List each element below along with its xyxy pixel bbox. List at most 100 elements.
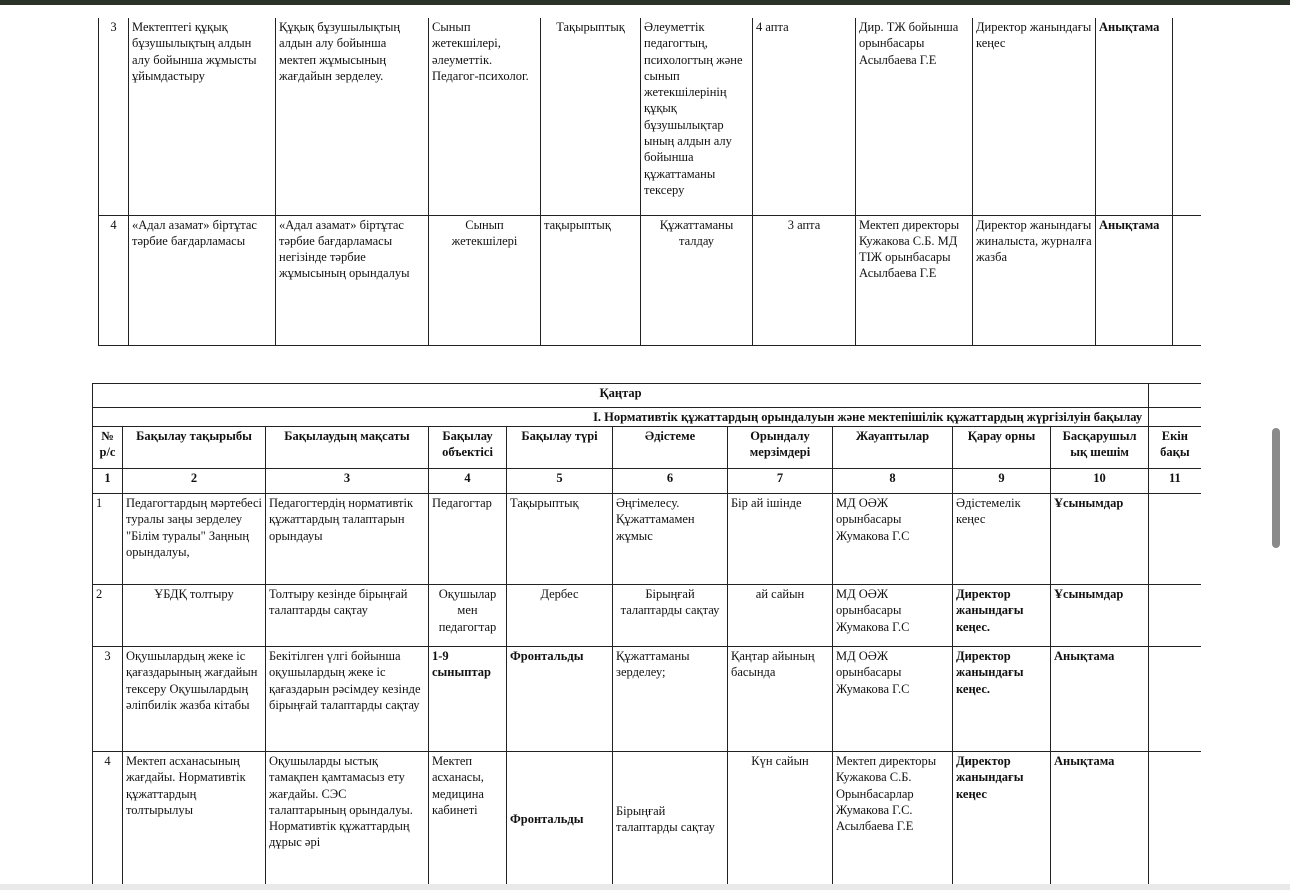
control-type: Тақырыптық [506,493,613,585]
page-edge [0,884,1290,890]
row-number: 3 [98,18,129,216]
column-number: 3 [265,468,429,494]
control-object: Мектеп асханасы, медицина кабинеті [428,751,507,887]
top-band [0,0,1290,5]
column-number: 4 [428,468,507,494]
table-row: 4 «Адал азамат» біртұтас тәрбие бағдарла… [98,214,1201,346]
control-object: Сынып жетекшілері [428,214,541,346]
responsible: МД ОӘЖ орынбасары Жумакова Г.С [832,646,953,752]
control-term: ай сайын [727,584,833,647]
header-topic: Бақылау тақырыбы [122,426,266,469]
control-object: Педагогтар [428,493,507,585]
responsible: МД ОӘЖ орынбасары Жумакова Г.С [832,584,953,647]
review-place: Әдістемелік кеңес [952,493,1051,585]
control-goal: Толтыру кезінде бірыңғай талаптарды сақт… [265,584,429,647]
responsible: Дир. ТЖ бойынша орынбасары Асылбаева Г.Е [855,18,973,216]
decision: Ұсынымдар [1049,493,1150,585]
review-place: Директор жанындағы кеңес. [952,646,1051,752]
row-number: 1 [92,493,123,585]
review-place: Директор жанындағы кеңес [952,751,1051,887]
control-type: Фронтальды [506,646,613,752]
extra-cell [1148,493,1201,585]
january-control-table: Қаңтар І. Нормативтік құжаттардың орында… [91,383,1201,887]
decision: Ұсынымдар [1049,584,1150,647]
row-number: 4 [98,214,129,346]
control-term: Бір ай ішінде [727,493,833,585]
control-topic: Педагогтардың мәртебесі туралы заңы зерд… [122,493,266,585]
control-type: тақырыптық [540,214,641,346]
extra-cell [1148,584,1201,647]
responsible: МД ОӘЖ орынбасары Жумакова Г.С [832,493,953,585]
review-place: Директор жанындағы кеңес. [952,584,1051,647]
section-heading: І. Нормативтік құжаттардың орындалуын жә… [91,407,1150,427]
control-method: Құжаттаманы зерделеу; [612,646,728,752]
row-number: 2 [92,584,123,647]
header-goal: Бақылаудың мақсаты [265,426,429,469]
control-goal: Бекітілген үлгі бойынша оқушылардың жеке… [265,646,429,752]
control-goal: Педагогтердің нормативтік құжаттардың та… [265,493,429,585]
control-topic: Мектептегі құқық бұзушылықтың алдын алу … [128,18,276,216]
control-method: Құжаттаманы талдау [640,214,753,346]
header-type: Бақылау түрі [506,426,613,469]
control-object: Сынып жетекшілері, әлеуметтік. Педагог-п… [428,18,541,216]
control-type: Дербес [506,584,613,647]
column-number: 7 [727,468,833,494]
control-method: Әлеуметтік педагогтың, психологтың және … [640,18,753,216]
control-goal: «Адал азамат» біртұтас тәрбие бағдарлама… [275,214,429,346]
extra-cell [1172,18,1201,216]
control-term: Күн сайын [727,751,833,887]
column-number: 11 [1148,468,1201,494]
control-topic: Мектеп асханасының жағдайы. Нормативтік … [122,751,266,887]
control-method: Бірыңғай талаптарды сақтау [612,751,728,887]
control-method: Бірыңғай талаптарды сақтау [612,584,728,647]
header-no: № р/с [92,426,123,469]
responsible: Мектеп директоры Кужакова С.Б. МД ТІЖ ор… [855,214,973,346]
extra-cell [1172,214,1201,346]
control-type: Тақырыптық [540,18,641,216]
plan-table-continued: 3 Мектептегі құқық бұзушылықтың алдын ал… [98,18,1201,346]
extra-cell [1148,751,1201,887]
row-number: 4 [92,751,123,887]
header-responsible: Жауаптылар [832,426,953,469]
control-topic: ҰБДҚ толтыру [122,584,266,647]
table-row: 2 ҰБДҚ толтыру Толтыру кезінде бірыңғай … [92,584,1201,647]
column-number: 2 [122,468,266,494]
column-number-row: 1 2 3 4 5 6 7 8 9 10 11 [92,468,1201,494]
vertical-scrollbar[interactable] [1272,428,1280,548]
control-term: 4 апта [752,18,856,216]
control-object: Оқушылар мен педагогтар [428,584,507,647]
table-row: 1 Педагогтардың мәртебесі туралы заңы зе… [92,493,1201,585]
control-term: Қаңтар айының басында [727,646,833,752]
control-term: 3 апта [752,214,856,346]
control-topic: Оқушылардың жеке іс қағаздарының жағдайы… [122,646,266,752]
extra-cell [1148,646,1201,752]
decision: Анықтама [1095,18,1173,216]
column-number: 9 [952,468,1051,494]
control-object: 1-9 сыныптар [428,646,507,752]
table-row: 4 Мектеп асханасының жағдайы. Нормативті… [92,751,1201,887]
column-number: 8 [832,468,953,494]
control-goal: Оқушыларды ыстық тамақпен қамтамасыз ету… [265,751,429,887]
header-second-control: Екін бақы [1148,426,1201,469]
decision: Анықтама [1095,214,1173,346]
table-row: 3 Мектептегі құқық бұзушылықтың алдын ал… [98,18,1201,216]
review-place: Директор жанындағы жиналыста, журналға ж… [972,214,1096,346]
header-decision: Басқарушыл ық шешім [1049,426,1150,469]
header-method: Әдістеме [612,426,728,469]
column-number: 6 [612,468,728,494]
header-object: Бақылау объектісі [428,426,507,469]
responsible: Мектеп директоры Кужакова С.Б. Орынбасар… [832,751,953,887]
column-number: 1 [92,468,123,494]
table-row: 3 Оқушылардың жеке іс қағаздарының жағда… [92,646,1201,752]
month-heading: Қаңтар [91,383,1150,408]
control-topic: «Адал азамат» біртұтас тәрбие бағдарлама… [128,214,276,346]
review-place: Директор жанындағы кеңес [972,18,1096,216]
header-place: Қарау орны [952,426,1051,469]
control-method: Әңгімелесу. Құжаттамамен жұмыс [612,493,728,585]
header-row: № р/с Бақылау тақырыбы Бақылаудың мақсат… [92,426,1201,469]
decision: Анықтама [1049,646,1150,752]
control-type: Фронтальды [506,751,613,887]
column-number: 10 [1049,468,1150,494]
row-number: 3 [92,646,123,752]
control-goal: Құқық бұзушылықтың алдын алу бойынша мек… [275,18,429,216]
